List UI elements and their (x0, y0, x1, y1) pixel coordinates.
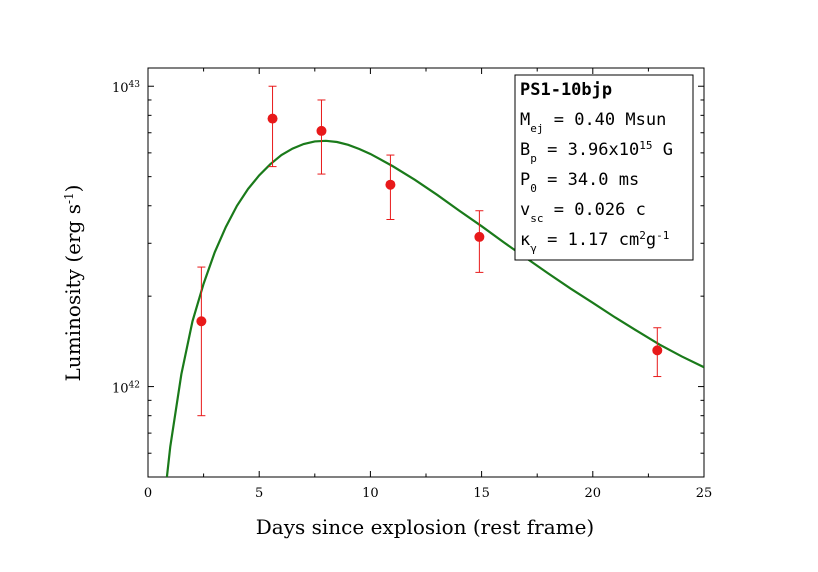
legend-line: Mej = 0.40 Msun (520, 110, 666, 135)
x-axis-title: Days since explosion (rest frame) (256, 515, 594, 539)
legend-line: vsc = 0.026 c (520, 200, 646, 225)
data-point (474, 231, 485, 242)
data-point (267, 113, 278, 124)
data-point (316, 125, 327, 136)
x-tick-label: 20 (585, 486, 602, 501)
y-axis-title-main: Luminosity (erg s (61, 204, 85, 381)
data-point (196, 316, 207, 327)
legend-line: Bp = 3.96x1015 G (520, 139, 673, 165)
legend-title: PS1-10bjp (520, 80, 612, 100)
legend-line: κγ = 1.17 cm2g-1 (520, 229, 669, 255)
y-axis-title-end: ) (61, 185, 85, 193)
data-point (652, 345, 663, 356)
data-point-group (196, 266, 207, 417)
y-tick-label: 1043 (112, 80, 140, 96)
x-tick-label: 0 (144, 486, 152, 501)
x-tick-label: 25 (696, 486, 713, 501)
legend-box (514, 74, 694, 261)
data-point-group (316, 99, 327, 175)
x-tick-label: 5 (255, 486, 263, 501)
y-tick-label: 1042 (112, 381, 140, 397)
x-tick-label: 10 (362, 486, 379, 501)
y-axis-title-sup: -1 (62, 192, 76, 204)
data-point-group (652, 327, 663, 378)
legend-line: P0 = 34.0 ms (520, 170, 639, 195)
y-axis-title: Luminosity (erg s-1) (61, 185, 85, 382)
x-tick-label: 15 (473, 486, 490, 501)
data-point (385, 179, 396, 190)
data-point-group (385, 154, 396, 220)
data-point-group (474, 210, 485, 273)
model-curve (165, 139, 704, 477)
data-point-group (267, 85, 278, 168)
